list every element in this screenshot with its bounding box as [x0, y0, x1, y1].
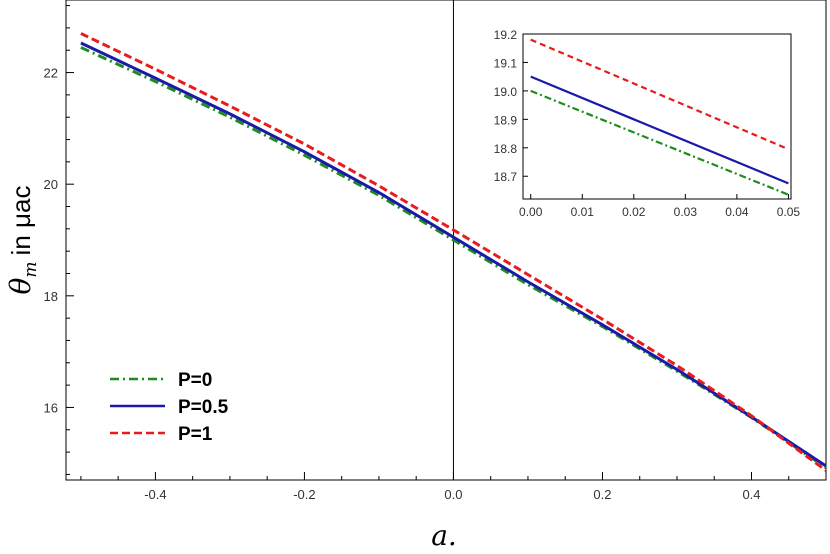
main-y-tick-label: 18: [44, 289, 58, 304]
inset-ticks: 0.00 0.01 0.02 0.03 0.04 0.05 18.7 18.8 18.9 19.0…: [494, 28, 801, 219]
inset-series-line-0: [530, 89, 789, 196]
main-y-tick-label: 16: [44, 400, 58, 415]
main-series-line-2: [80, 32, 827, 472]
inset-series-line-1: [530, 75, 789, 185]
inset-y-tick-label: 18.7: [494, 170, 518, 184]
inset-background: [478, 20, 808, 232]
main-y-tick-label: 20: [44, 177, 58, 192]
inset-chart: 0.00 0.01 0.02 0.03 0.04 0.05 18.7 18.8 18.9 19.0…: [478, 20, 808, 232]
svg-text:θmin μac: θm in μac: [4, 186, 41, 295]
legend-label-p0: P=0: [178, 370, 212, 391]
y-axis-symbol: θ: [4, 277, 37, 294]
main-ticks: -0.4 -0.2 0.0 0.2 0.4 16 18 20 22: [44, 5, 827, 502]
inset-y-tick-label: 19.1: [494, 56, 518, 70]
inset-series-line-2: [530, 38, 789, 151]
inset-y-tick-label: 19.2: [494, 28, 518, 42]
legend-label-p05: P=0.5: [178, 397, 229, 418]
main-x-tick-label: 0.4: [742, 487, 760, 502]
y-axis-title: θm in μac: [4, 186, 41, 295]
main-x-tick-label: 0.2: [593, 487, 611, 502]
inset-y-tick-label: 19.0: [494, 85, 518, 99]
inset-x-tick-label: 0.05: [777, 205, 801, 219]
y-axis-subscript: m: [21, 261, 41, 277]
legend-item-p1: P=1: [110, 424, 213, 445]
main-plot-frame: [65, 0, 827, 481]
legend-item-p05: P=0.5: [110, 397, 229, 418]
main-series: [80, 32, 827, 472]
inset-x-tick-label: 0.03: [674, 205, 698, 219]
inset-frame: [522, 33, 792, 200]
legend-item-p0: P=0: [110, 370, 212, 391]
inset-x-tick-label: 0.01: [571, 205, 595, 219]
inset-y-tick-label: 18.8: [494, 142, 518, 156]
main-y-tick-label: 22: [44, 66, 58, 81]
x-axis-title: a.: [431, 519, 457, 552]
inset-x-tick-label: 0.02: [622, 205, 646, 219]
inset-x-tick-label: 0.04: [725, 205, 749, 219]
main-x-tick-label: -0.4: [144, 487, 166, 502]
main-series-line-1: [80, 41, 827, 468]
legend: P=0 P=0.5 P=1: [110, 370, 229, 445]
inset-x-tick-label: 0.00: [519, 205, 543, 219]
inset-y-tick-label: 18.9: [494, 113, 518, 127]
main-x-tick-label: -0.2: [293, 487, 315, 502]
y-axis-unit: in μac: [6, 186, 36, 256]
main-x-tick-label: 0.0: [444, 487, 462, 502]
inset-series: [530, 38, 789, 196]
legend-label-p1: P=1: [178, 424, 213, 445]
